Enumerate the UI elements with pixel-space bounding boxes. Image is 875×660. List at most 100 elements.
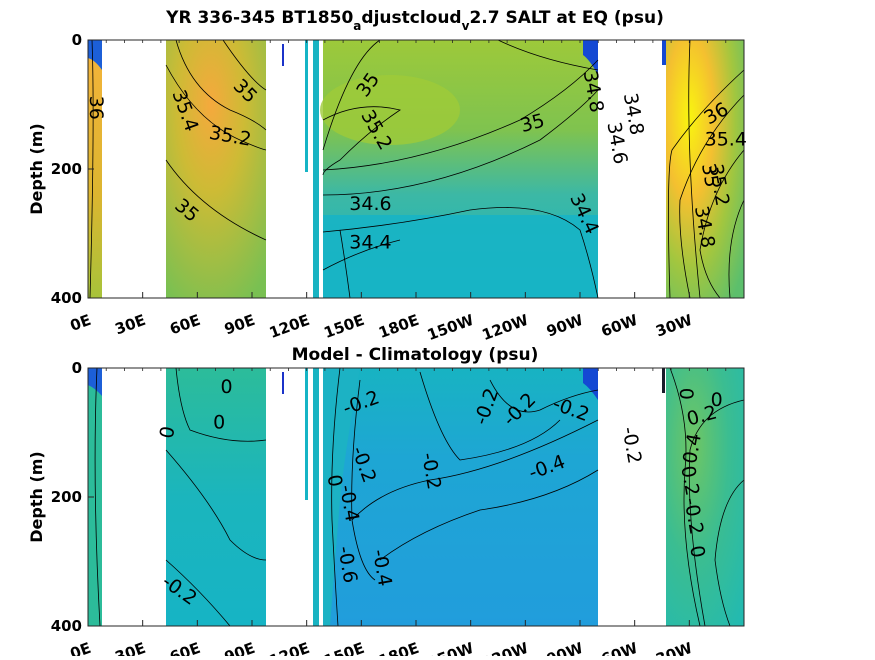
p2-xtick-label: 60W bbox=[599, 639, 641, 656]
p1-contour bbox=[668, 69, 745, 299]
p1-xtick-label: 90W bbox=[544, 311, 586, 341]
p2-xtick-label: 60E bbox=[167, 639, 202, 656]
p1-pacific-core bbox=[320, 75, 460, 145]
panel2-contour-lines bbox=[94, 367, 745, 627]
p2-xtick-label: 150E bbox=[321, 639, 366, 656]
p2-ytick-label: 0 bbox=[72, 359, 82, 377]
p2-west-edge-blue bbox=[88, 368, 102, 396]
panel1-ylabel: Depth (m) bbox=[27, 123, 46, 215]
p2-region-indian bbox=[166, 368, 266, 626]
p1-ytick-label: 200 bbox=[51, 160, 82, 178]
p2-xtick-label: 30W bbox=[653, 639, 695, 656]
p1-region-maritime-strip1 bbox=[305, 40, 308, 172]
p2-xtick-label: 120E bbox=[267, 639, 312, 656]
p2-region-pacific bbox=[323, 368, 598, 626]
p2-contour bbox=[175, 367, 267, 442]
p2-atlantic-black-sliver bbox=[662, 368, 665, 393]
p1-xtick-label: 120W bbox=[480, 311, 532, 344]
p2-ytick-label: 200 bbox=[51, 488, 82, 506]
p2-contour-label: -0.2 bbox=[617, 425, 645, 465]
p1-thermocline-band bbox=[323, 215, 598, 298]
p1-xtick-label: 30W bbox=[653, 311, 695, 341]
p1-contour bbox=[175, 39, 267, 131]
panel2-xticks: 0E 30E 60E 90E 120E 150E 180E 150W 120W 90W 60W 30W bbox=[68, 368, 745, 660]
p2-xtick-label: 150W bbox=[425, 639, 477, 656]
p2-contour-label: 0 bbox=[213, 411, 225, 433]
p2-contour bbox=[331, 367, 341, 627]
p2-contour-label: 0 bbox=[675, 388, 697, 400]
p1-contour bbox=[679, 94, 745, 299]
p1-contour bbox=[339, 229, 351, 299]
p1-xtick-label: 0E bbox=[68, 311, 94, 335]
p2-region-maritime-strip1 bbox=[305, 368, 308, 500]
p2-contour bbox=[165, 559, 231, 627]
p1-contour bbox=[497, 39, 599, 71]
p2-contour bbox=[94, 367, 101, 627]
panel-difference: Model - Climatology (psu) bbox=[27, 345, 745, 660]
p1-xtick-label: 60E bbox=[167, 311, 202, 339]
p2-contour-label: 0 bbox=[685, 544, 709, 560]
p1-contour-label: 35 bbox=[697, 162, 723, 190]
p1-contour bbox=[222, 39, 267, 91]
p1-region-indian bbox=[166, 40, 266, 298]
p2-contour-label: 0 bbox=[323, 473, 347, 489]
p2-contour bbox=[688, 399, 745, 627]
p1-xtick-label: 30E bbox=[113, 311, 148, 339]
p2-contour bbox=[714, 479, 745, 627]
p1-contour bbox=[322, 59, 599, 171]
p2-contour bbox=[165, 449, 267, 561]
p2-east-pacific-blue bbox=[583, 368, 598, 400]
p1-ytick-label: 400 bbox=[51, 289, 82, 307]
p2-contour-label: 0 bbox=[156, 425, 180, 441]
p1-contour-label: 36 bbox=[85, 96, 107, 120]
panel1-contour-lines bbox=[89, 39, 745, 299]
p1-xtick-label: 180E bbox=[376, 311, 421, 342]
p1-contour bbox=[322, 207, 599, 299]
p2-indonesia-blue-bar bbox=[282, 372, 284, 394]
p2-xtick-label: 90E bbox=[222, 639, 257, 656]
p1-xtick-label: 60W bbox=[599, 311, 641, 341]
p1-atlantic-blue-sliver bbox=[662, 40, 666, 65]
panel1-yticks: 0 200 400 bbox=[51, 31, 94, 307]
p1-contour bbox=[322, 106, 401, 176]
p1-contour bbox=[322, 39, 381, 151]
p1-contour bbox=[322, 239, 401, 271]
p2-contour bbox=[351, 419, 599, 521]
p2-region-maritime-strip2 bbox=[313, 368, 319, 626]
panel2-ylabel: Depth (m) bbox=[27, 451, 46, 543]
p1-contour bbox=[165, 64, 267, 151]
p1-contour-label: 34.4 bbox=[349, 232, 391, 254]
p2-contour-label: 0.2 bbox=[676, 464, 703, 498]
p1-ytick-label: 0 bbox=[72, 31, 82, 49]
p1-contour-label: 35.4 bbox=[705, 128, 747, 150]
p1-xtick-label: 150E bbox=[321, 311, 366, 342]
p1-contour bbox=[89, 39, 94, 299]
p2-west-pacific-teal bbox=[323, 368, 360, 626]
p1-contour bbox=[322, 89, 599, 196]
p2-contour-label: 0 bbox=[220, 376, 232, 398]
panel2-title: Model - Climatology (psu) bbox=[292, 345, 539, 365]
p2-xtick-label: 30E bbox=[113, 639, 148, 656]
panel-salinity: YR 336-345 BT1850adjustcloudv2.7 SALT at… bbox=[27, 8, 747, 344]
p1-east-pacific-blue bbox=[583, 40, 598, 75]
p2-contour bbox=[489, 379, 599, 413]
panel2-yticks: 0 200 400 bbox=[51, 359, 94, 635]
p1-contour bbox=[699, 149, 745, 299]
p2-contour-label: 0 bbox=[711, 389, 723, 411]
p1-contour bbox=[728, 199, 745, 299]
p1-contour bbox=[688, 39, 701, 299]
p2-contour bbox=[669, 367, 701, 627]
p1-region-atlantic bbox=[666, 40, 744, 298]
p1-xtick-label: 120E bbox=[267, 311, 312, 342]
p2-region-atlantic bbox=[666, 368, 744, 626]
p1-contour bbox=[165, 159, 267, 241]
p2-ytick-label: 400 bbox=[51, 617, 82, 635]
p1-xtick-label: 150W bbox=[425, 311, 477, 344]
p2-contour-label: 0.4 bbox=[679, 432, 706, 466]
p2-xtick-label: 180E bbox=[376, 639, 421, 656]
panel2-axes: Depth (m) 0 200 400 0E 30E 60E 90E 120E 150E 180… bbox=[27, 359, 745, 660]
p1-west-edge-blue bbox=[88, 40, 102, 70]
p2-xtick-label: 90W bbox=[544, 639, 586, 656]
p1-indonesia-blue-bar bbox=[282, 44, 284, 66]
